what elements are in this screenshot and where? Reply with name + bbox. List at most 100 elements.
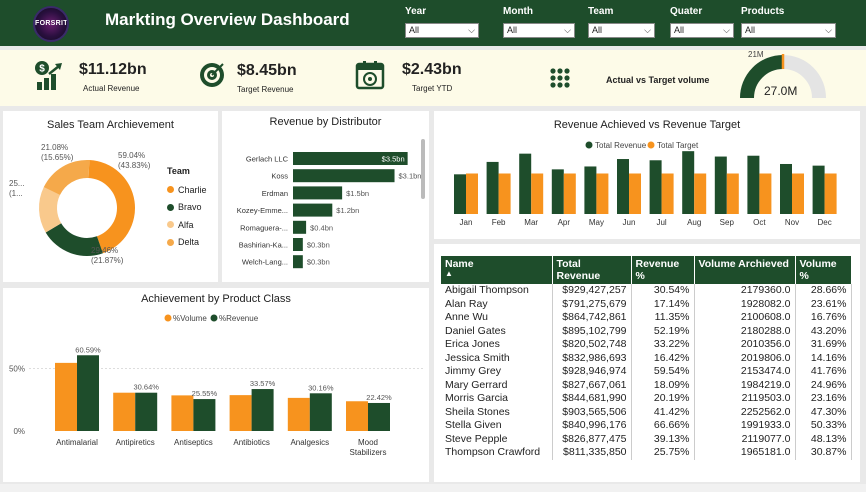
month-bar[interactable] bbox=[661, 173, 674, 214]
target-icon bbox=[200, 63, 224, 87]
sales-team-donut: 59.04%(43.83%) 29.46%(21.87%) 21.08%(15.65… bbox=[9, 143, 151, 265]
product-bar[interactable] bbox=[229, 395, 252, 431]
distributor-scrollbar[interactable] bbox=[421, 139, 425, 199]
month-bar[interactable] bbox=[563, 173, 576, 214]
table-row[interactable]: Stella Given $840,996,176 66.66% 1991933.0 5… bbox=[441, 419, 852, 433]
legend-item-alfa[interactable]: Alfa bbox=[167, 216, 207, 234]
month-bar[interactable] bbox=[824, 173, 837, 214]
legend-dot bbox=[167, 186, 174, 194]
table-row[interactable]: Jessica Smith $832,986,693 16.42% 2019806.0… bbox=[441, 351, 852, 365]
table-cell: 50.33% bbox=[795, 419, 852, 433]
filter-team-select[interactable]: All ⌵ bbox=[588, 23, 655, 38]
month-bar[interactable] bbox=[649, 160, 662, 214]
col-header-volume-pct[interactable]: Volume % bbox=[795, 256, 852, 284]
distributor-bar[interactable] bbox=[293, 152, 408, 165]
filter-quarter-select[interactable]: All ⌵ bbox=[670, 23, 734, 38]
filter-year-select[interactable]: All ⌵ bbox=[405, 23, 479, 38]
product-bar[interactable] bbox=[77, 355, 99, 431]
col-header-volume-achieved[interactable]: Volume Archieved bbox=[694, 256, 796, 284]
legend-dot bbox=[164, 314, 172, 322]
donut-slice-delta[interactable] bbox=[43, 160, 90, 195]
legend-label[interactable]: %Volume bbox=[173, 314, 207, 323]
product-bar[interactable] bbox=[193, 399, 216, 431]
month-bar[interactable] bbox=[780, 163, 792, 214]
distributor-bar[interactable] bbox=[293, 238, 303, 251]
month-bar[interactable] bbox=[498, 173, 511, 214]
product-bar[interactable] bbox=[113, 392, 136, 431]
product-bar[interactable] bbox=[55, 362, 77, 431]
month-bar[interactable] bbox=[596, 173, 609, 214]
month-bar[interactable] bbox=[466, 173, 478, 214]
month-bar[interactable] bbox=[759, 173, 772, 214]
donut-label: (43.83%) bbox=[118, 161, 151, 170]
table-row[interactable]: Erica Jones $820,502,748 33.22% 2010356.0 31… bbox=[441, 338, 852, 352]
month-bar[interactable] bbox=[682, 151, 695, 214]
distributor-bar[interactable] bbox=[293, 186, 343, 200]
distributor-bar[interactable] bbox=[293, 220, 307, 234]
month-bar[interactable] bbox=[519, 153, 532, 214]
revenue-target-chart: Total Revenue Total Target Jan Feb Mar Apr May… bbox=[454, 141, 837, 227]
filter-month-select[interactable]: All ⌵ bbox=[503, 23, 575, 38]
product-bar[interactable] bbox=[287, 397, 310, 431]
month-bar[interactable] bbox=[694, 173, 707, 214]
distributor-category-label: Welch-Lang... bbox=[242, 258, 288, 267]
table-cell: Morris Garcia bbox=[441, 392, 553, 406]
month-bar[interactable] bbox=[747, 155, 760, 214]
sales-team-legend: Charlie Bravo Alfa Delta bbox=[167, 181, 207, 251]
table-row[interactable]: Alan Ray $791,275,679 17.14% 1928082.0 23.61… bbox=[441, 297, 852, 311]
donut-slice-charlie[interactable] bbox=[88, 160, 136, 254]
donut-slice-alfa[interactable] bbox=[38, 187, 62, 233]
table-cell: $928,946,974 bbox=[552, 365, 632, 379]
month-bar[interactable] bbox=[617, 159, 629, 214]
filter-products-select[interactable]: All ⌵ bbox=[741, 23, 836, 38]
month-bar[interactable] bbox=[812, 165, 825, 214]
month-bar[interactable] bbox=[792, 173, 804, 214]
col-header-revenue-pct[interactable]: Revenue % bbox=[631, 256, 695, 284]
table-row[interactable]: Steve Pepple $826,877,475 39.13% 2119077.0 4… bbox=[441, 432, 852, 446]
table-row[interactable]: Daniel Gates $895,102,799 52.19% 2180288.0 4… bbox=[441, 324, 852, 338]
month-bar[interactable] bbox=[629, 173, 641, 214]
month-bar[interactable] bbox=[454, 174, 466, 214]
table-row[interactable]: Anne Wu $864,742,861 11.35% 2100608.0 16.76% bbox=[441, 311, 852, 325]
table-row[interactable]: Jimmy Grey $928,946,974 59.54% 2153474.0 41.… bbox=[441, 365, 852, 379]
product-bar[interactable] bbox=[368, 402, 390, 431]
legend-item-charlie[interactable]: Charlie bbox=[167, 181, 207, 199]
table-cell: $903,565,506 bbox=[552, 405, 632, 419]
distributor-bar[interactable] bbox=[293, 255, 303, 269]
product-bar[interactable] bbox=[309, 393, 332, 431]
table-row[interactable]: Mary Gerrard $827,667,061 18.09% 1984219.0 2… bbox=[441, 378, 852, 392]
legend-label[interactable]: Total Target bbox=[657, 141, 699, 150]
col-header-total-revenue[interactable]: Total Revenue bbox=[552, 256, 632, 284]
product-bar[interactable] bbox=[346, 401, 368, 431]
table-row[interactable]: Abigail Thompson $929,427,257 30.54% 217936… bbox=[441, 284, 852, 298]
table-cell: Mary Gerrard bbox=[441, 378, 553, 392]
table-row[interactable]: Sheila Stones $903,565,506 41.42% 2252562.0… bbox=[441, 405, 852, 419]
month-bar[interactable] bbox=[486, 161, 499, 214]
legend-item-bravo[interactable]: Bravo bbox=[167, 199, 207, 217]
month-bar[interactable] bbox=[551, 169, 564, 214]
distributor-category-label: Kozey-Emme... bbox=[237, 206, 288, 215]
table-row[interactable]: Morris Garcia $844,681,990 20.19% 2119503.0… bbox=[441, 392, 852, 406]
distributor-bar[interactable] bbox=[293, 203, 333, 217]
legend-item-delta[interactable]: Delta bbox=[167, 234, 207, 252]
distributor-bar[interactable] bbox=[293, 169, 395, 183]
table-row[interactable]: Thompson Crawford $811,335,850 25.75% 19651… bbox=[441, 446, 852, 460]
col-header-name[interactable]: Name ▲ bbox=[441, 256, 553, 284]
table-cell: 43.20% bbox=[795, 324, 852, 338]
donut-label: (1... bbox=[9, 189, 23, 198]
product-bar[interactable] bbox=[251, 389, 274, 431]
svg-text:$: $ bbox=[39, 64, 45, 75]
legend-label[interactable]: %Revenue bbox=[219, 314, 259, 323]
month-bar[interactable] bbox=[584, 166, 597, 214]
month-bar[interactable] bbox=[714, 156, 727, 214]
month-tick-label: Jun bbox=[623, 218, 636, 227]
table-cell: 2180288.0 bbox=[694, 324, 796, 338]
gauge-max-label: 21M bbox=[748, 50, 764, 59]
donut-slice-bravo[interactable] bbox=[45, 223, 103, 256]
product-bar[interactable] bbox=[135, 392, 158, 431]
legend-label[interactable]: Total Revenue bbox=[595, 141, 647, 150]
legend-dot bbox=[167, 221, 174, 229]
product-bar[interactable] bbox=[171, 395, 194, 431]
month-bar[interactable] bbox=[531, 173, 544, 214]
month-bar[interactable] bbox=[726, 173, 739, 214]
